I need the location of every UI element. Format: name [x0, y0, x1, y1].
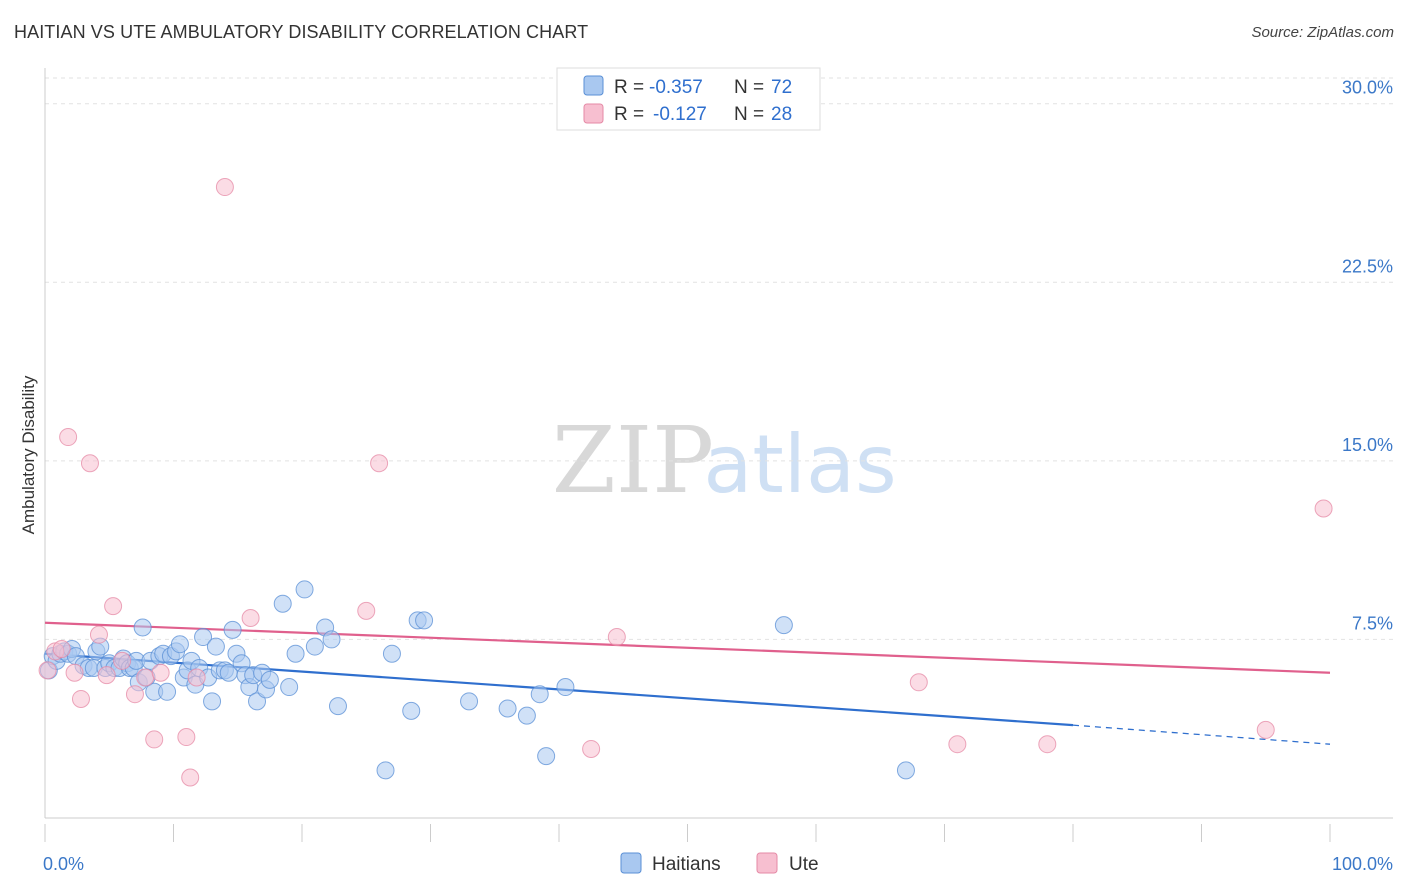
- point-ute-7: [89, 625, 108, 644]
- point-ute-16: [181, 768, 200, 787]
- point-haitians-38: [194, 628, 213, 647]
- point-haitians-58: [295, 580, 314, 599]
- point-haitians-65: [402, 701, 421, 720]
- point-haitians-59: [305, 637, 324, 656]
- legend-n-label-ute: N =: [734, 104, 764, 125]
- legend-bottom-swatch-haitians: [620, 852, 642, 874]
- y-tick-labels: 7.5% 15.0% 22.5% 30.0%: [1342, 78, 1393, 634]
- legend-box: R = -0.357 N = 72 R = -0.127 N = 28: [556, 67, 821, 131]
- y-tick-label-2: 22.5%: [1342, 256, 1393, 276]
- point-haitians-51: [248, 692, 267, 711]
- point-haitians-67: [415, 611, 434, 630]
- point-ute-26: [1038, 735, 1057, 754]
- point-ute-11: [125, 685, 144, 704]
- trend-line-ute: [44, 621, 1331, 674]
- legend-r-value-haitians: -0.357: [649, 77, 703, 98]
- legend-n-value-ute: 28: [771, 104, 792, 125]
- legend-bottom-swatch-ute: [756, 852, 778, 874]
- data-points: [38, 178, 1333, 787]
- point-haitians-64: [382, 644, 401, 663]
- trend-lines: [44, 621, 1331, 745]
- point-ute-0: [38, 661, 57, 680]
- point-ute-2: [52, 639, 71, 658]
- point-haitians-61: [322, 630, 341, 649]
- point-ute-25: [948, 735, 967, 754]
- point-haitians-45: [223, 620, 242, 639]
- point-haitians-69: [498, 699, 517, 718]
- point-ute-10: [113, 651, 132, 670]
- point-haitians-68: [460, 692, 479, 711]
- point-ute-22: [582, 739, 601, 758]
- point-haitians-72: [537, 747, 556, 766]
- point-haitians-29: [158, 682, 177, 701]
- point-haitians-63: [376, 761, 395, 780]
- y-tick-label-3: 30.0%: [1342, 78, 1393, 98]
- trend-line-extension-haitians: [1072, 724, 1331, 745]
- point-ute-17: [187, 668, 206, 687]
- legend-r-value-ute: -0.127: [653, 104, 707, 125]
- legend-n-value-haitians: 72: [771, 77, 792, 98]
- point-haitians-40: [203, 692, 222, 711]
- point-haitians-71: [530, 685, 549, 704]
- point-ute-3: [59, 428, 78, 447]
- x-ticks: [44, 824, 1331, 842]
- legend-r-label-ute: R =: [614, 104, 644, 125]
- y-tick-label-1: 15.0%: [1342, 435, 1393, 455]
- point-haitians-74: [774, 616, 793, 635]
- point-ute-23: [607, 628, 626, 647]
- point-ute-9: [104, 597, 123, 616]
- legend-swatch-ute: [583, 103, 604, 124]
- source-label: Source: ZipAtlas.com: [1251, 24, 1394, 41]
- point-haitians-62: [328, 697, 347, 716]
- point-haitians-32: [170, 635, 189, 654]
- point-ute-5: [71, 689, 90, 708]
- point-ute-8: [97, 666, 116, 685]
- zipatlas-watermark: ZIP atlas: [552, 407, 897, 514]
- legend-bottom: Haitians Ute: [620, 852, 819, 875]
- point-haitians-70: [517, 706, 536, 725]
- legend-swatch-haitians: [583, 75, 604, 96]
- point-ute-20: [357, 601, 376, 620]
- point-ute-6: [80, 454, 99, 473]
- axes: [44, 68, 1393, 819]
- point-haitians-75: [896, 761, 915, 780]
- point-haitians-54: [260, 670, 279, 689]
- watermark-atlas: atlas: [703, 418, 896, 511]
- point-ute-12: [136, 668, 155, 687]
- x-tick-label-1: 100.0%: [1332, 854, 1393, 874]
- x-tick-label-0: 0.0%: [43, 854, 84, 874]
- point-haitians-57: [286, 644, 305, 663]
- point-ute-19: [241, 609, 260, 627]
- point-ute-21: [370, 454, 389, 473]
- legend-n-label-haitians: N =: [734, 77, 764, 98]
- y-tick-label-0: 7.5%: [1352, 613, 1393, 633]
- point-ute-24: [909, 673, 928, 692]
- point-ute-15: [177, 728, 196, 747]
- point-haitians-41: [206, 637, 225, 656]
- point-ute-28: [1314, 499, 1333, 518]
- point-haitians-55: [273, 594, 292, 613]
- legend-bottom-label-haitians: Haitians: [652, 854, 721, 875]
- y-axis-label: Ambulatory Disability: [19, 375, 38, 534]
- point-ute-27: [1256, 720, 1275, 739]
- x-tick-labels: 0.0% 100.0%: [43, 854, 1393, 874]
- point-ute-13: [145, 730, 164, 749]
- point-haitians-73: [556, 678, 575, 697]
- legend-bottom-label-ute: Ute: [789, 854, 819, 875]
- point-ute-18: [215, 178, 234, 197]
- point-haitians-56: [280, 678, 299, 697]
- point-ute-14: [151, 663, 170, 682]
- legend-r-label-haitians: R =: [614, 77, 644, 98]
- grid-lines: [45, 77, 1393, 640]
- chart-title: HAITIAN VS UTE AMBULATORY DISABILITY COR…: [14, 22, 589, 42]
- point-haitians-23: [133, 618, 152, 637]
- point-ute-4: [65, 663, 84, 682]
